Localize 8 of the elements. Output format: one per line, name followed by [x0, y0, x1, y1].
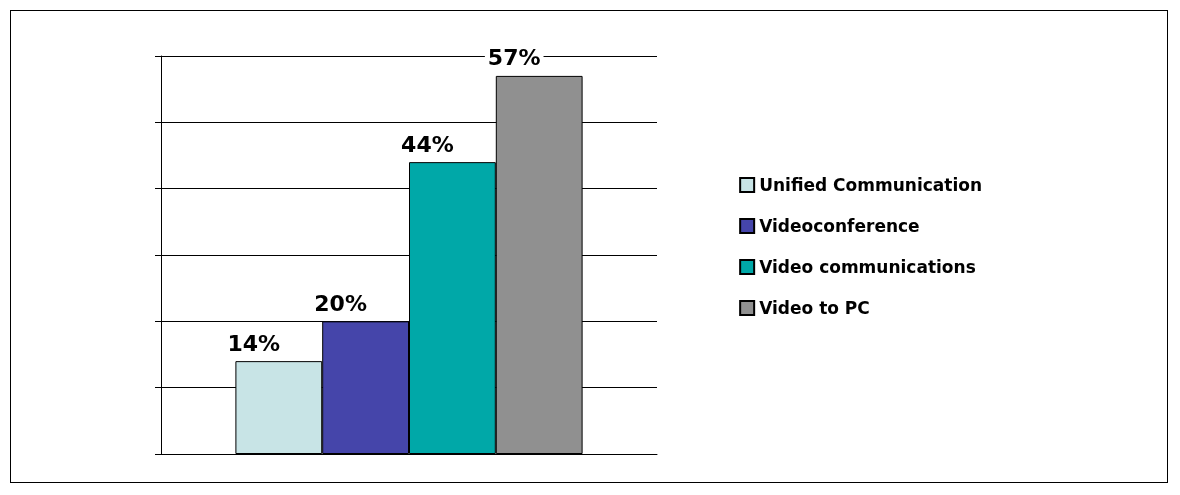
legend-label: Videoconference — [759, 216, 920, 236]
data-label: 57% — [487, 45, 541, 71]
data-label: 14% — [227, 330, 281, 356]
legend-label: Unified Communication — [759, 175, 983, 195]
data-label: 44% — [401, 131, 454, 157]
legend-label: Video communications — [759, 257, 976, 277]
data-label: 20% — [314, 290, 367, 316]
legend-label: Video to PC — [759, 298, 870, 318]
